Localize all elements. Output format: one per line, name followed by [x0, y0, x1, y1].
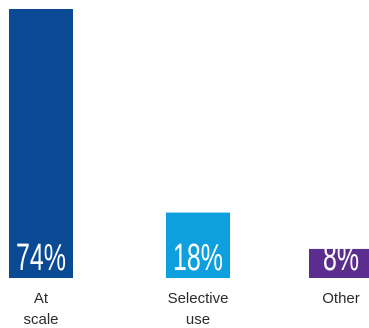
category-label-1-line-1: use — [186, 311, 210, 328]
bar-2 — [309, 248, 369, 278]
bar-value-label-2: 8% — [323, 237, 359, 279]
bar-value-label-0: 74% — [16, 237, 66, 279]
bar-1 — [166, 212, 230, 278]
category-label-0-line-0: At — [34, 290, 49, 307]
bar-0 — [9, 9, 73, 278]
category-label-1-line-0: Selective — [168, 290, 229, 307]
bar-value-label-1: 18% — [173, 237, 223, 279]
category-label-0-line-1: scale — [23, 311, 58, 328]
category-label-2-line-0: Other — [322, 290, 360, 307]
